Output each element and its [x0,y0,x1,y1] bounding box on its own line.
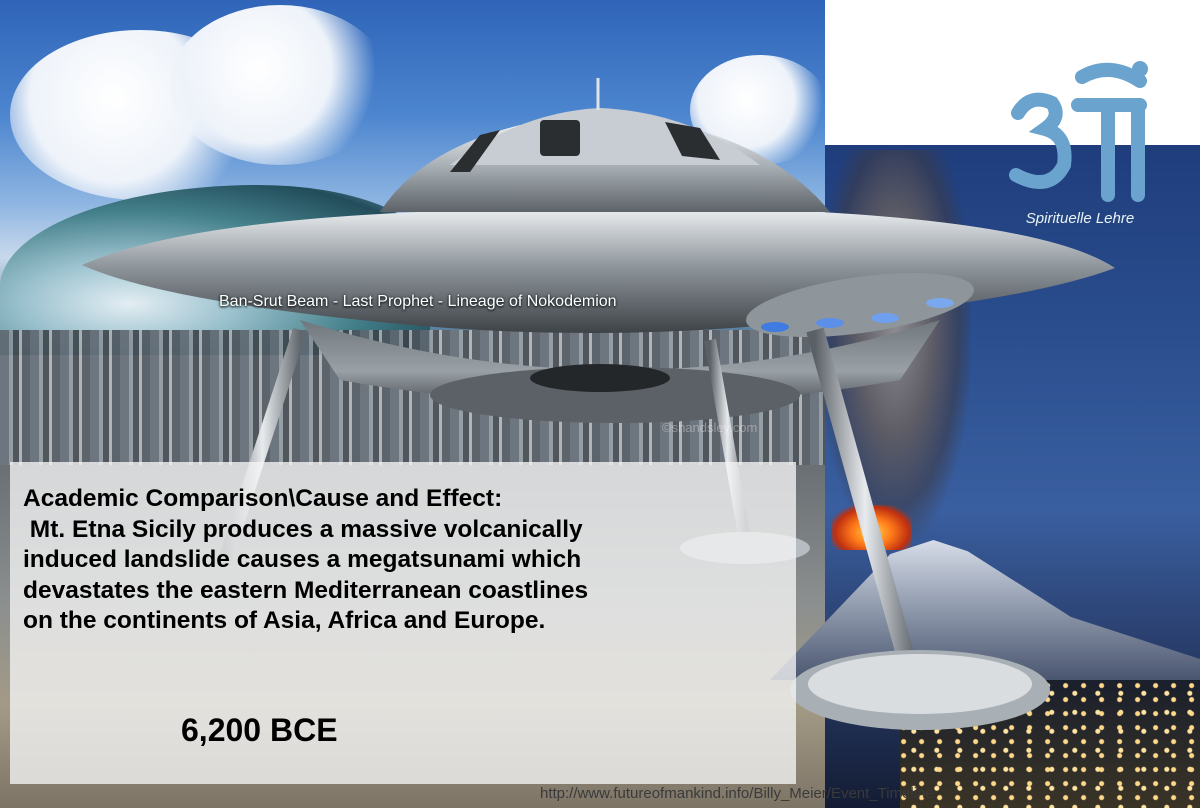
description-line: on the continents of Asia, Africa and Eu… [23,607,546,634]
description-line: Academic Comparison\Cause and Effect: [23,485,503,512]
text-panel [10,462,796,784]
description-text: Academic Comparison\Cause and Effect: Mt… [23,484,803,637]
logo-caption: Spirituelle Lehre [1025,210,1135,227]
saucer-pod-light [816,318,844,328]
description-line: devastates the eastern Mediterranean coa… [23,576,589,604]
om-logo-icon [1009,61,1148,202]
saucer-pod-light [761,322,789,332]
saucer-pod-light [871,313,899,323]
saucer-pod [746,272,974,338]
saucer-bottom-ring [430,367,800,423]
saucer-window [665,122,720,160]
saucer-window [540,120,580,156]
saucer-pod-light [926,298,954,308]
saucer-bottom-hub [530,364,670,392]
watermark: ©shandsley.com [662,420,758,435]
landing-leg [806,327,924,693]
spirituelle-lehre-logo: Spirituelle Lehre [990,55,1160,245]
description-line: Mt. Etna Sicily produces a massive volca… [23,515,583,543]
source-url[interactable]: http://www.futureofmankind.info/Billy_Me… [540,785,934,802]
cloud [170,5,390,165]
landing-pad-inner [808,654,1032,714]
description-line: induced landslide causes a megatsunami w… [23,546,582,573]
event-date: 6,200 BCE [181,712,338,748]
saucer-rim [82,212,1115,334]
image-subtitle: Ban-Srut Beam - Last Prophet - Lineage o… [219,293,617,310]
saucer-window [450,130,500,172]
